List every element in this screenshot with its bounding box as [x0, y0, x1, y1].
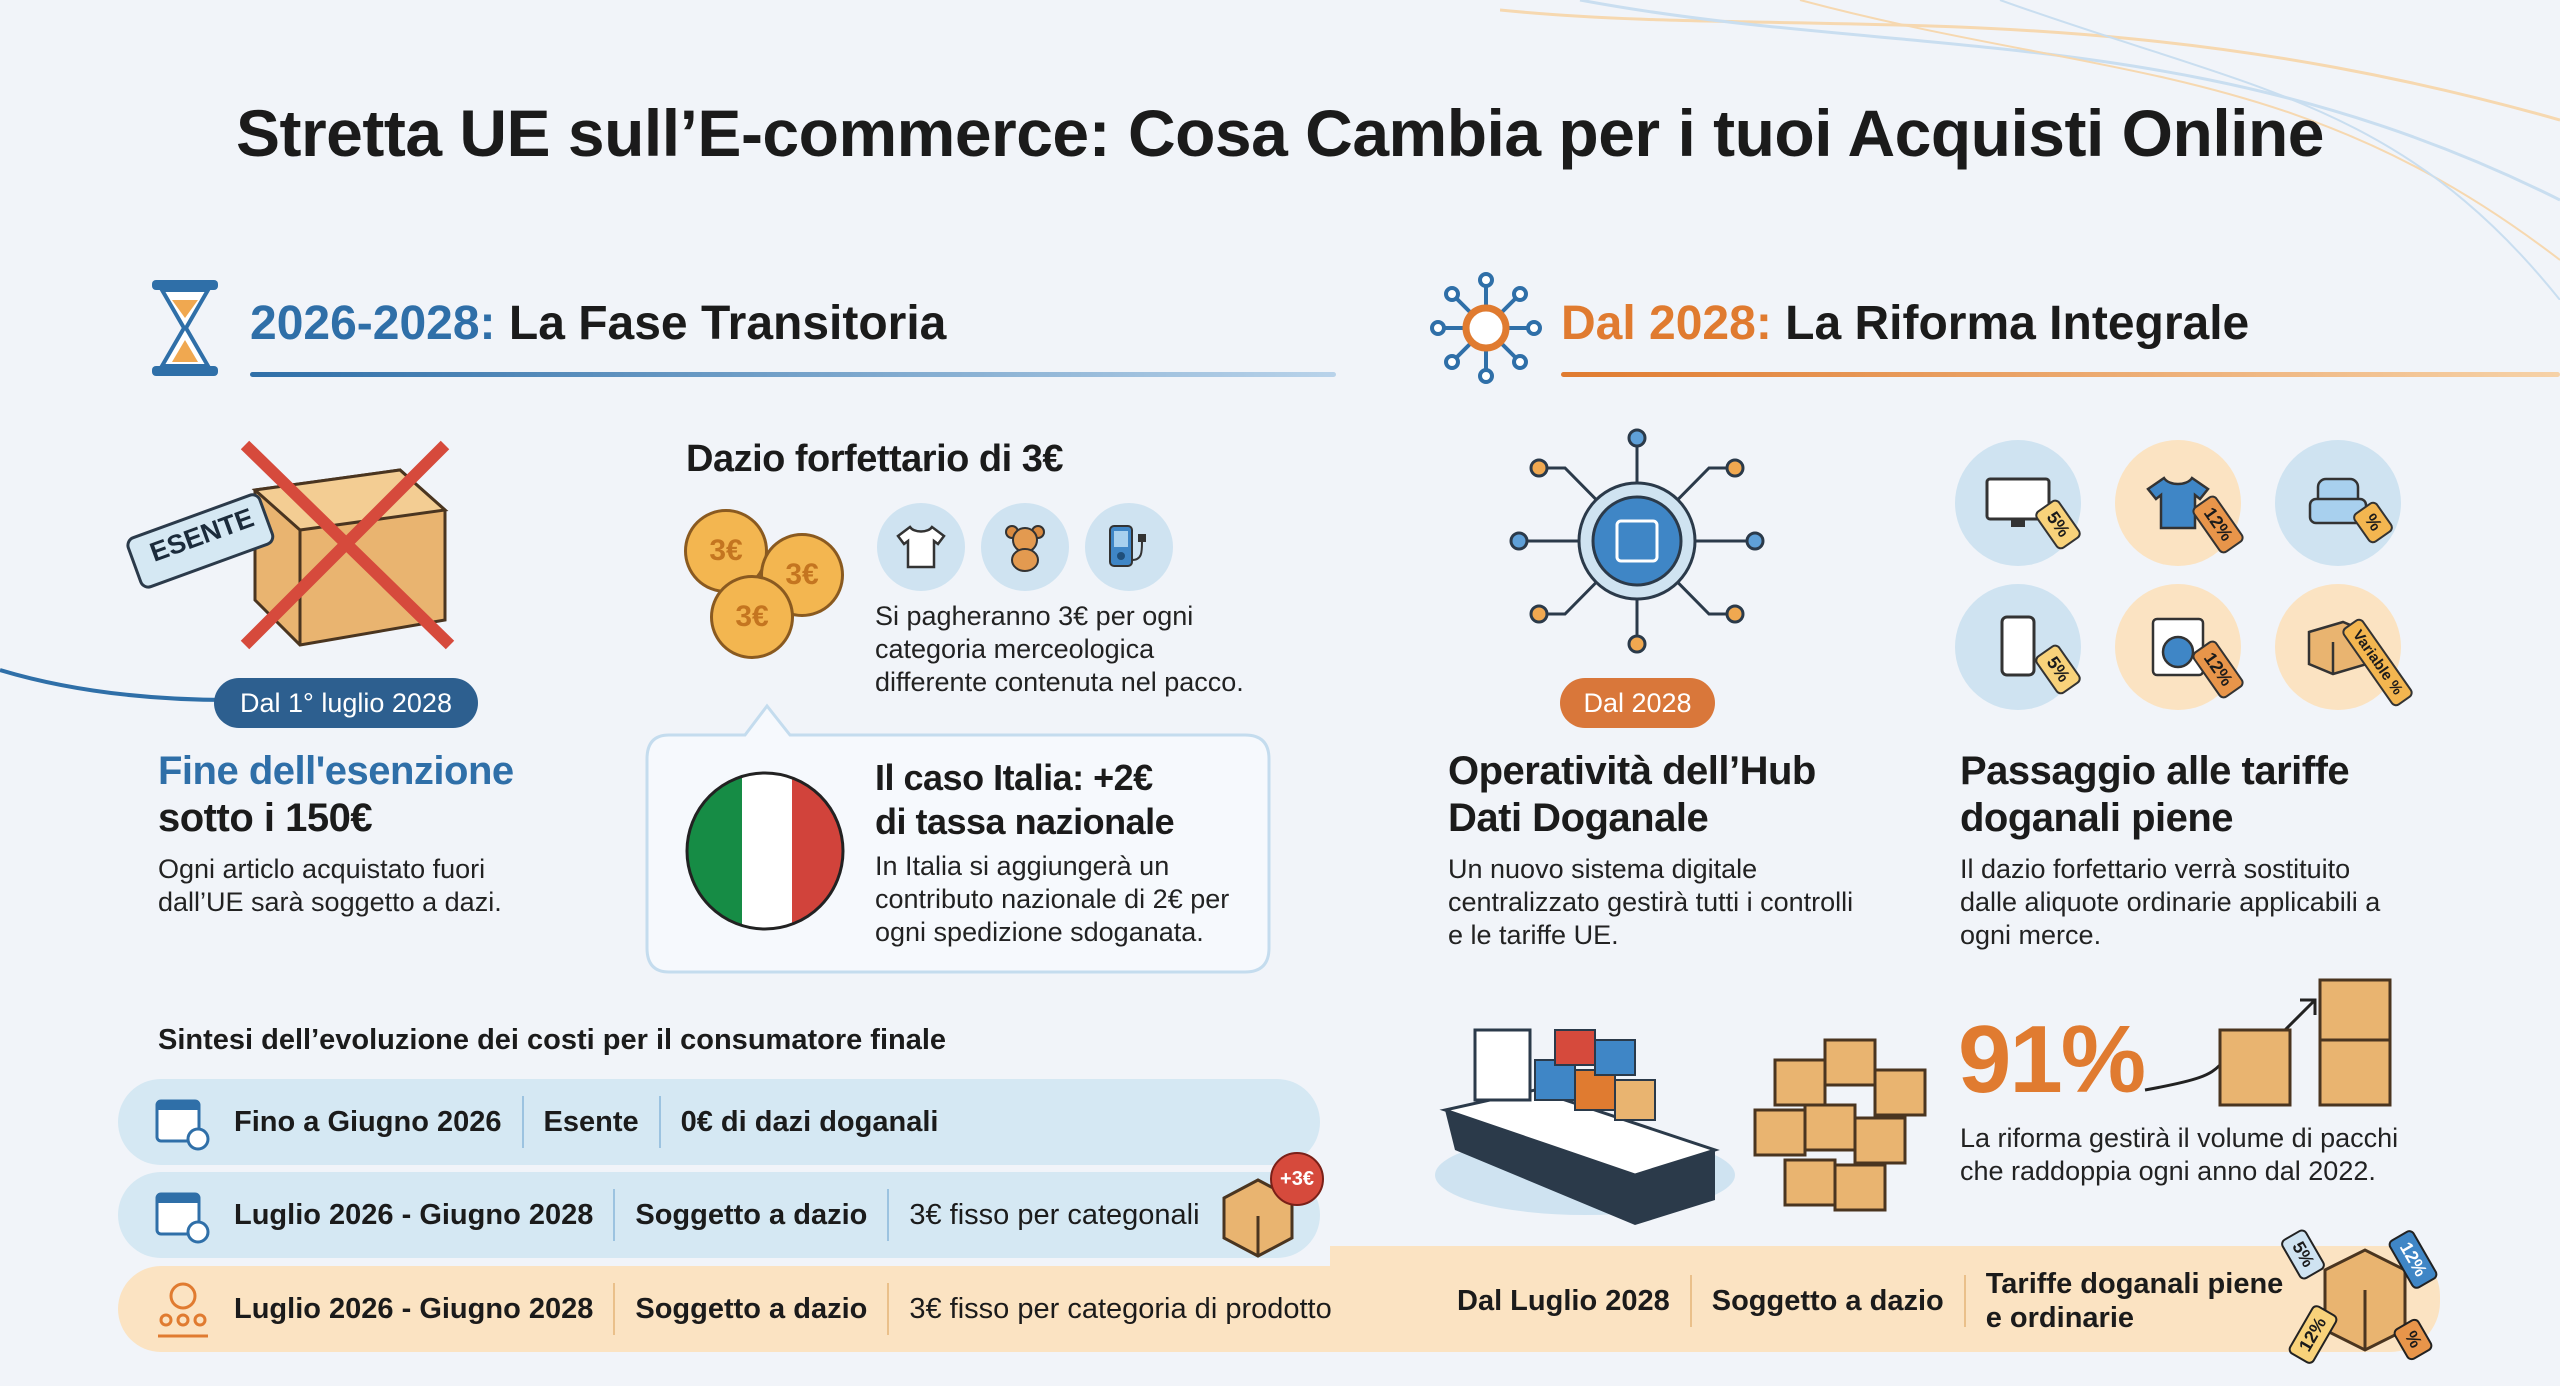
- section-heading-transitional: 2026-2028: La Fase Transitoria: [250, 296, 946, 351]
- row-status: Soggetto a dazio: [635, 1198, 868, 1231]
- summary-title: Sintesi dell’evoluzione dei costi per il…: [158, 1024, 947, 1056]
- summary-row: Fino a Giugno 2026 Esente 0€ di dazi dog…: [118, 1079, 1320, 1165]
- title-line: sotto i 150€: [158, 796, 373, 840]
- final-row: Dal Luglio 2028 Soggetto a dazio Tariffe…: [1457, 1256, 2283, 1346]
- flat-duty-desc: Si pagheranno 3€ per ogni categoria merce…: [875, 600, 1244, 699]
- heading-accent: Dal 2028:: [1561, 297, 1772, 350]
- calendar-clock-icon: [155, 1192, 210, 1244]
- italy-flag-icon: [685, 771, 845, 931]
- desc-line: ogni merce.: [1960, 920, 2102, 950]
- cargo-ship-illustration: [1435, 1028, 1927, 1225]
- cost-line: e ordinarie: [1985, 1302, 2135, 1334]
- row-period: Dal Luglio 2028: [1457, 1284, 1670, 1317]
- heading-underline: [1561, 372, 2560, 377]
- people-parcel-icon: [158, 1282, 208, 1338]
- divider: [1689, 1275, 1692, 1327]
- tariffs-desc: Il dazio forfettario verrà sostituito dal…: [1960, 853, 2380, 952]
- divider: [613, 1283, 616, 1335]
- desc-line: Ogni articlo acquistato fuori: [158, 854, 486, 884]
- final-row-band: [1330, 1246, 2440, 1352]
- desc-line: dalle aliquote ordinarie applicabili a: [1960, 887, 2381, 917]
- block-title: Fine dell'esenzione sotto i 150€: [158, 748, 514, 842]
- row-period: Fino a Giugno 2026: [234, 1105, 502, 1138]
- growing-boxes-icon: [2144, 978, 2392, 1107]
- desc-line: ogni spedizione sdoganata.: [875, 917, 1204, 947]
- desc-line: categoria merceologica: [875, 634, 1155, 664]
- divider: [658, 1096, 661, 1148]
- italy-title: Il caso Italia: +2€ di tassa nazionale: [875, 756, 1175, 844]
- divider: [521, 1096, 524, 1148]
- row-cost: 0€ di dazi doganali: [680, 1105, 939, 1138]
- title-line: doganali piene: [1960, 796, 2234, 840]
- date-pill: Dal 1° luglio 2028: [214, 678, 478, 728]
- row-status: Esente: [543, 1105, 639, 1138]
- tariff-categories-grid: 5% 12% % 5% 12% Variable %: [1955, 440, 2425, 730]
- desc-line: Si pagheranno 3€ per ogni: [875, 601, 1194, 631]
- coin: 3€: [760, 533, 844, 617]
- divider: [887, 1189, 890, 1241]
- stat-desc: La riforma gestirà il volume di pacchi ch…: [1960, 1122, 2398, 1188]
- title-line: di tassa nazionale: [875, 801, 1175, 842]
- parcel-icon: [1222, 1178, 1294, 1258]
- desc-line: centralizzato gestirà tutti i controlli: [1448, 887, 1854, 917]
- hub-title: Operatività dell’Hub Dati Doganale: [1448, 748, 1816, 842]
- row-cost: Tariffe doganali piene e ordinarie: [1986, 1267, 2284, 1335]
- coins-icon: 3€ 3€ 3€: [680, 505, 860, 675]
- desc-line: Il dazio forfettario verrà sostituito: [1960, 854, 2351, 884]
- summary-row: Luglio 2026 - Giugno 2028 Soggetto a daz…: [118, 1172, 1320, 1258]
- data-hub-icon: [1509, 428, 1765, 654]
- block-desc: Ogni articlo acquistato fuori dall’UE sar…: [158, 853, 502, 919]
- hub-desc: Un nuovo sistema digitale centralizzato g…: [1448, 853, 1853, 952]
- title-line: Passaggio alle tariffe: [1960, 749, 2350, 793]
- title-line: Operatività dell’Hub: [1448, 749, 1816, 793]
- title-line: Dati Doganale: [1448, 796, 1709, 840]
- flat-duty-title: Dazio forfettario di 3€: [686, 438, 1064, 480]
- row-period: Luglio 2026 - Giugno 2028: [234, 1198, 594, 1231]
- decorative-waves: [1500, 0, 2560, 300]
- tariffs-title: Passaggio alle tariffe doganali piene: [1960, 748, 2350, 842]
- section-heading-reform: Dal 2028: La Riforma Integrale: [1561, 296, 2249, 351]
- desc-line: La riforma gestirà il volume di pacchi: [1960, 1123, 2399, 1153]
- desc-line: e le tariffe UE.: [1448, 920, 1619, 950]
- divider: [1963, 1275, 1966, 1327]
- title-line: Fine dell'esenzione: [158, 749, 514, 793]
- heading-underline: [250, 372, 1336, 377]
- monitor-icon: [1955, 440, 2081, 566]
- title-line: Il caso Italia: +2€: [875, 757, 1153, 798]
- row-status: Soggetto a dazio: [635, 1292, 868, 1325]
- desc-line: differente contenuta nel pacco.: [875, 667, 1244, 697]
- desc-line: contributo nazionale di 2€ per: [875, 884, 1230, 914]
- italy-desc: In Italia si aggiungerà un contributo naz…: [875, 850, 1229, 949]
- row-cost: 3€ fisso per categoria di prodotto: [909, 1292, 1332, 1325]
- network-icon: [1430, 272, 1542, 384]
- teddy-bear-icon: [981, 503, 1069, 591]
- summary-row: Luglio 2026 - Giugno 2028 Soggetto a daz…: [118, 1266, 1358, 1352]
- date-pill: Dal 2028: [1560, 678, 1715, 728]
- divider: [887, 1283, 890, 1335]
- divider: [613, 1189, 616, 1241]
- heading-text: La Fase Transitoria: [495, 297, 947, 350]
- row-status: Soggetto a dazio: [1711, 1284, 1944, 1317]
- coin: 3€: [710, 575, 794, 659]
- heading-accent: 2026-2028:: [250, 297, 496, 350]
- armchair-icon: [2275, 440, 2401, 566]
- device-charger-icon: [1085, 503, 1173, 591]
- desc-line: Un nuovo sistema digitale: [1448, 854, 1758, 884]
- desc-line: dall’UE sarà soggetto a dazi.: [158, 887, 502, 917]
- desc-line: In Italia si aggiungerà un: [875, 851, 1170, 881]
- page-title: Stretta UE sull’E-commerce: Cosa Cambia …: [235, 96, 2325, 170]
- cost-line: Tariffe doganali piene: [1985, 1268, 2284, 1300]
- calendar-clock-icon: [155, 1099, 210, 1151]
- hourglass-icon: [152, 280, 218, 376]
- crossed-box-illustration: [0, 440, 455, 702]
- row-cost: 3€ fisso per categonali: [909, 1198, 1200, 1231]
- stat-value: 91%: [1958, 1006, 2146, 1113]
- tshirt-icon: [877, 503, 965, 591]
- extra-cost-badge: +3€: [1270, 1152, 1324, 1206]
- desc-line: che raddoppia ogni anno dal 2022.: [1960, 1156, 2376, 1186]
- heading-text: La Riforma Integrale: [1771, 297, 2250, 350]
- row-period: Luglio 2026 - Giugno 2028: [234, 1292, 594, 1325]
